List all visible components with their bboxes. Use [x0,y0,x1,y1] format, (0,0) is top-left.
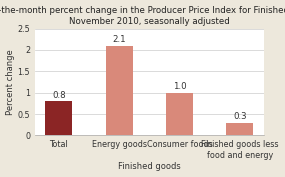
Bar [106,46,133,135]
Text: 1.0: 1.0 [173,82,186,91]
Title: Over-the-month percent change in the Producer Price Index for Finished Goods,
No: Over-the-month percent change in the Pro… [0,5,285,26]
Text: 2.1: 2.1 [112,35,126,44]
Bar [45,101,72,135]
X-axis label: Finished goods: Finished goods [118,162,181,172]
Bar [166,93,193,135]
Text: 0.3: 0.3 [233,112,247,121]
Bar [226,123,253,135]
Y-axis label: Percent change: Percent change [5,49,15,115]
Text: 0.8: 0.8 [52,91,66,100]
